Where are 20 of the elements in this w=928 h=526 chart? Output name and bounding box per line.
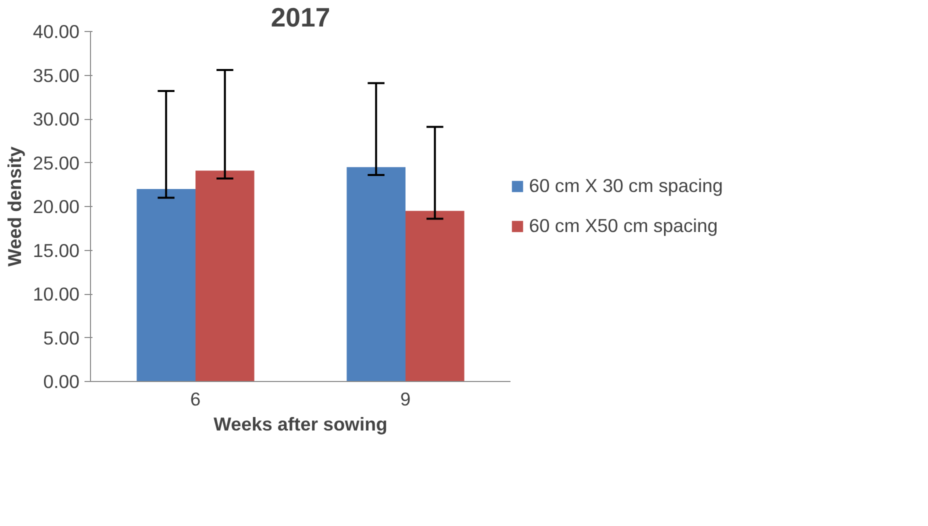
y-tick-label: 20.00 (32, 196, 80, 217)
chart-title: 2017 (270, 2, 330, 32)
y-tick-label: 0.00 (43, 371, 80, 392)
y-tick-label: 15.00 (32, 240, 80, 261)
y-axis-title: Weed density (4, 146, 25, 266)
bar (406, 210, 464, 382)
y-tick-label: 40.00 (32, 21, 80, 42)
bar (136, 189, 196, 382)
y-tick-label: 25.00 (32, 152, 80, 174)
bar (346, 167, 406, 382)
x-tick-label: 6 (190, 388, 201, 410)
x-axis-title: Weeks after sowing (214, 414, 388, 434)
y-tick-label: 30.00 (32, 108, 80, 130)
legend-label: 60 cm X50 cm spacing (529, 215, 718, 237)
legend-label: 60 cm X 30 cm spacing (529, 175, 723, 197)
y-tick-label: 35.00 (32, 64, 80, 86)
y-tick-label: 10.00 (32, 284, 80, 304)
y-tick-label: 5.00 (43, 327, 80, 348)
x-tick-label: 9 (400, 388, 411, 410)
bar (196, 170, 254, 382)
